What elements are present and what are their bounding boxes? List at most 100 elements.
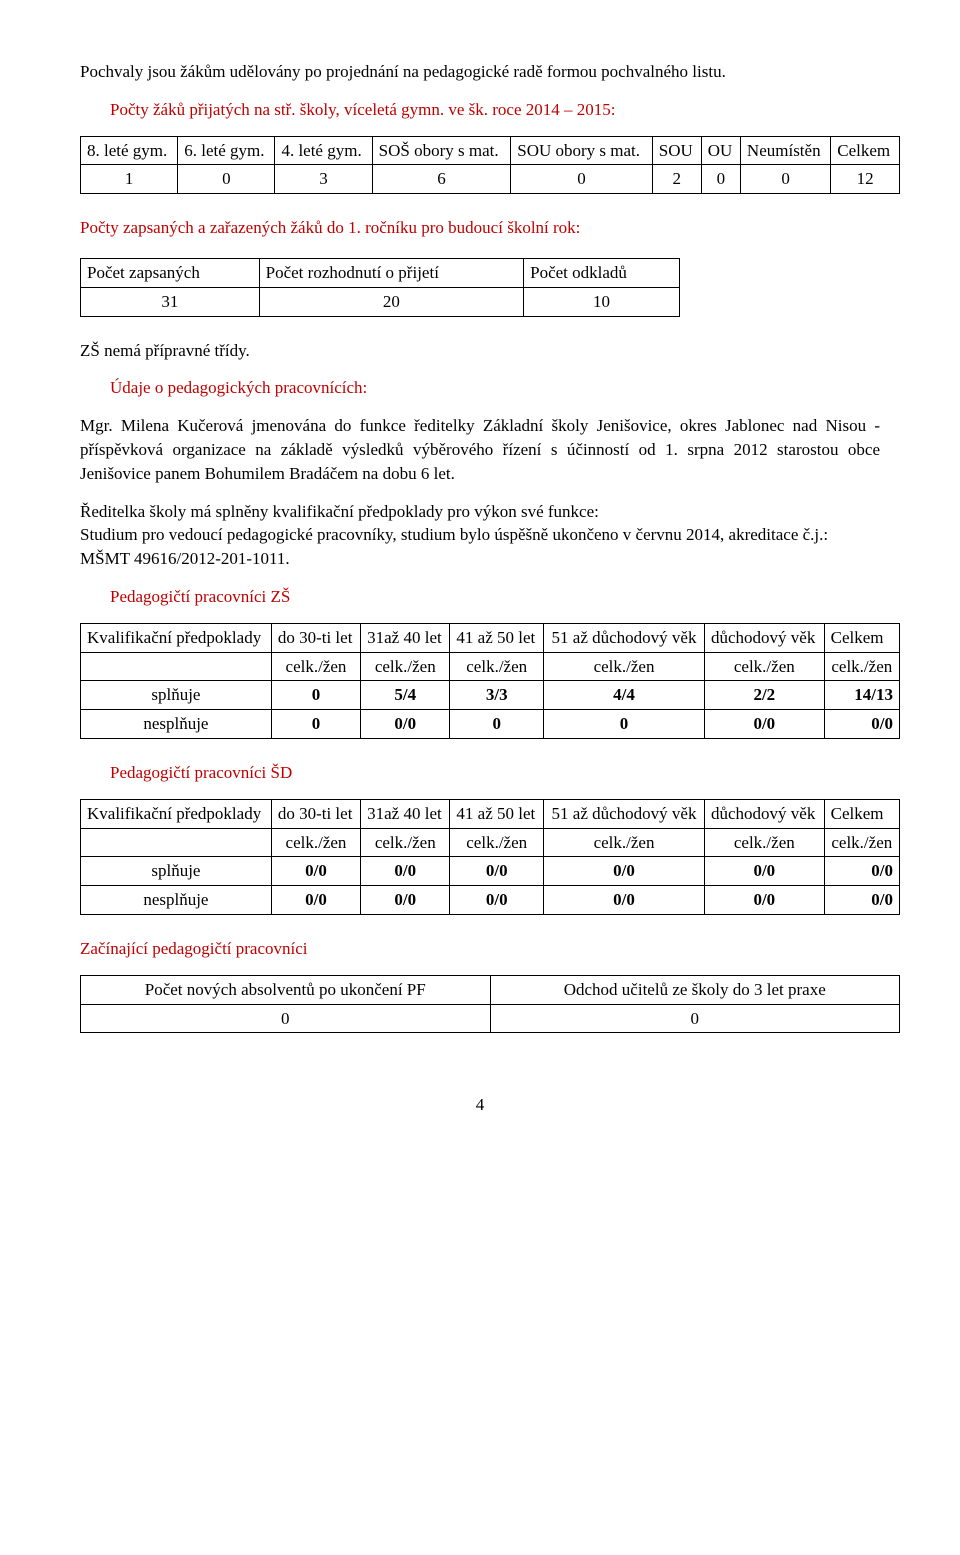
cell: 14/13 xyxy=(824,681,899,710)
cell: 10 xyxy=(524,287,680,316)
cell: 41 až 50 let xyxy=(450,799,544,828)
table-row: splňuje 0/0 0/0 0/0 0/0 0/0 0/0 xyxy=(81,857,900,886)
cell: celk./žen xyxy=(544,828,705,857)
cell: 0/0 xyxy=(824,710,899,739)
cell: Kvalifikační předpoklady xyxy=(81,623,272,652)
table-row: 31 20 10 xyxy=(81,287,680,316)
cell: 12 xyxy=(831,165,900,194)
table-prijati: 8. leté gym. 6. leté gym. 4. leté gym. S… xyxy=(80,136,900,195)
cell: 41 až 50 let xyxy=(450,623,544,652)
heading-udaje: Údaje o pedagogických pracovnících: xyxy=(110,376,880,400)
table-row: celk./žen celk./žen celk./žen celk./žen … xyxy=(81,828,900,857)
cell: 0 xyxy=(178,165,275,194)
paragraph-reditelka3: Studium pro vedoucí pedagogické pracovní… xyxy=(80,523,880,571)
paragraph-reditelka2: Ředitelka školy má splněny kvalifikační … xyxy=(80,500,880,524)
cell: 3/3 xyxy=(450,681,544,710)
table-row: Kvalifikační předpoklady do 30-ti let 31… xyxy=(81,623,900,652)
cell: Kvalifikační předpoklady xyxy=(81,799,272,828)
cell: splňuje xyxy=(81,857,272,886)
heading-zapsani: Počty zapsaných a zařazených žáků do 1. … xyxy=(80,216,880,240)
cell: 0 xyxy=(271,681,360,710)
cell: důchodový věk xyxy=(705,623,825,652)
cell xyxy=(81,652,272,681)
cell: 8. leté gym. xyxy=(81,136,178,165)
cell: 0/0 xyxy=(544,857,705,886)
cell: Odchod učitelů ze školy do 3 let praxe xyxy=(490,975,900,1004)
table-row: nesplňuje 0 0/0 0 0 0/0 0/0 xyxy=(81,710,900,739)
cell: celk./žen xyxy=(824,828,899,857)
cell: 0 xyxy=(544,710,705,739)
cell: 0/0 xyxy=(271,857,360,886)
table-row: 1 0 3 6 0 2 0 0 12 xyxy=(81,165,900,194)
cell: celk./žen xyxy=(705,652,825,681)
cell: 0 xyxy=(450,710,544,739)
cell: 0 xyxy=(701,165,740,194)
cell: splňuje xyxy=(81,681,272,710)
cell: 0/0 xyxy=(450,886,544,915)
cell: Celkem xyxy=(831,136,900,165)
cell: 2/2 xyxy=(705,681,825,710)
intro-paragraph: Pochvaly jsou žákům udělovány po projedn… xyxy=(80,60,880,84)
cell: SOU obory s mat. xyxy=(511,136,653,165)
cell: SOŠ obory s mat. xyxy=(372,136,511,165)
heading-ped-sd: Pedagogičtí pracovníci ŠD xyxy=(110,761,880,785)
cell: nesplňuje xyxy=(81,886,272,915)
cell: Celkem xyxy=(824,799,899,828)
cell: 0/0 xyxy=(824,886,899,915)
cell: celk./žen xyxy=(271,652,360,681)
cell: 0/0 xyxy=(705,886,825,915)
cell: SOU xyxy=(652,136,701,165)
cell: 3 xyxy=(275,165,372,194)
cell: 0 xyxy=(490,1004,900,1033)
cell: Počet odkladů xyxy=(524,258,680,287)
cell: 0/0 xyxy=(705,710,825,739)
table-row: Počet zapsaných Počet rozhodnutí o přije… xyxy=(81,258,680,287)
cell: 31až 40 let xyxy=(361,799,450,828)
cell: 51 až důchodový věk xyxy=(544,799,705,828)
cell: do 30-ti let xyxy=(271,799,360,828)
cell: Počet rozhodnutí o přijetí xyxy=(259,258,523,287)
cell: 1 xyxy=(81,165,178,194)
table-ped-sd: Kvalifikační předpoklady do 30-ti let 31… xyxy=(80,799,900,915)
table-ped-zs: Kvalifikační předpoklady do 30-ti let 31… xyxy=(80,623,900,739)
paragraph-reditelka: Mgr. Milena Kučerová jmenována do funkce… xyxy=(80,414,880,485)
table-row: celk./žen celk./žen celk./žen celk./žen … xyxy=(81,652,900,681)
table-row: 0 0 xyxy=(81,1004,900,1033)
cell: 51 až důchodový věk xyxy=(544,623,705,652)
paragraph-nema: ZŠ nemá přípravné třídy. xyxy=(80,339,880,363)
cell: celk./žen xyxy=(271,828,360,857)
cell: Počet zapsaných xyxy=(81,258,260,287)
cell: 6 xyxy=(372,165,511,194)
table-row: nesplňuje 0/0 0/0 0/0 0/0 0/0 0/0 xyxy=(81,886,900,915)
heading-pocty-prijatych: Počty žáků přijatých na stř. školy, více… xyxy=(110,98,880,122)
cell: 0/0 xyxy=(361,886,450,915)
cell: 31až 40 let xyxy=(361,623,450,652)
cell: do 30-ti let xyxy=(271,623,360,652)
cell: celk./žen xyxy=(450,828,544,857)
cell: 0/0 xyxy=(824,857,899,886)
cell: 0/0 xyxy=(705,857,825,886)
cell: 0/0 xyxy=(271,886,360,915)
cell: celk./žen xyxy=(450,652,544,681)
table-row: Počet nových absolventů po ukončení PF O… xyxy=(81,975,900,1004)
cell: 0/0 xyxy=(450,857,544,886)
page-number: 4 xyxy=(80,1093,880,1117)
cell: 5/4 xyxy=(361,681,450,710)
cell: Neumístěn xyxy=(740,136,830,165)
table-row: splňuje 0 5/4 3/3 4/4 2/2 14/13 xyxy=(81,681,900,710)
cell: 4. leté gym. xyxy=(275,136,372,165)
table-zacinajici: Počet nových absolventů po ukončení PF O… xyxy=(80,975,900,1034)
cell: Celkem xyxy=(824,623,899,652)
cell: celk./žen xyxy=(544,652,705,681)
cell: OU xyxy=(701,136,740,165)
cell: 6. leté gym. xyxy=(178,136,275,165)
heading-zacinajici: Začínající pedagogičtí pracovníci xyxy=(80,937,880,961)
table-row: 8. leté gym. 6. leté gym. 4. leté gym. S… xyxy=(81,136,900,165)
cell: celk./žen xyxy=(361,652,450,681)
table-row: Kvalifikační předpoklady do 30-ti let 31… xyxy=(81,799,900,828)
cell: 0/0 xyxy=(361,710,450,739)
cell: Počet nových absolventů po ukončení PF xyxy=(81,975,491,1004)
cell: nesplňuje xyxy=(81,710,272,739)
cell: celk./žen xyxy=(361,828,450,857)
cell: celk./žen xyxy=(705,828,825,857)
